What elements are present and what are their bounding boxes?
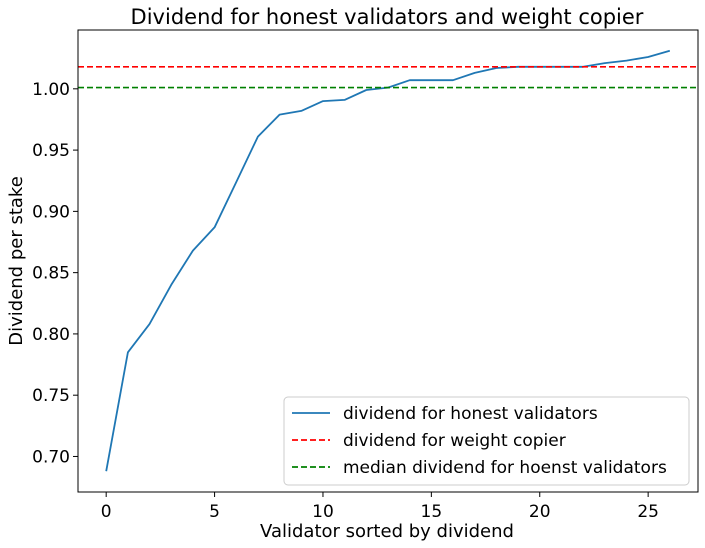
x-tick-label: 25	[637, 502, 659, 522]
y-axis-label: Dividend per stake	[6, 176, 27, 346]
x-tick-label: 20	[529, 502, 551, 522]
y-tick-label: 0.85	[32, 264, 70, 284]
legend-label: dividend for honest validators	[343, 404, 598, 424]
y-tick-label: 0.80	[32, 325, 70, 345]
legend-label: median dividend for hoenst validators	[343, 458, 667, 478]
y-tick-label: 0.95	[32, 141, 70, 161]
y-tick-label: 0.90	[32, 202, 70, 222]
y-tick-label: 0.75	[32, 386, 70, 406]
legend-label: dividend for weight copier	[343, 431, 566, 451]
x-tick-label: 5	[209, 502, 220, 522]
x-tick-label: 15	[421, 502, 443, 522]
legend: dividend for honest validators dividend f…	[283, 396, 690, 486]
x-tick-label: 0	[101, 502, 112, 522]
plot-frame	[77, 29, 699, 493]
x-axis-label: Validator sorted by dividend	[260, 521, 514, 542]
y-tick-label: 1.00	[32, 80, 70, 100]
x-tick-label: 10	[312, 502, 334, 522]
y-tick-label: 0.70	[32, 447, 70, 467]
legend-box	[283, 396, 690, 486]
chart-title: Dividend for honest validators and weigh…	[131, 5, 644, 29]
